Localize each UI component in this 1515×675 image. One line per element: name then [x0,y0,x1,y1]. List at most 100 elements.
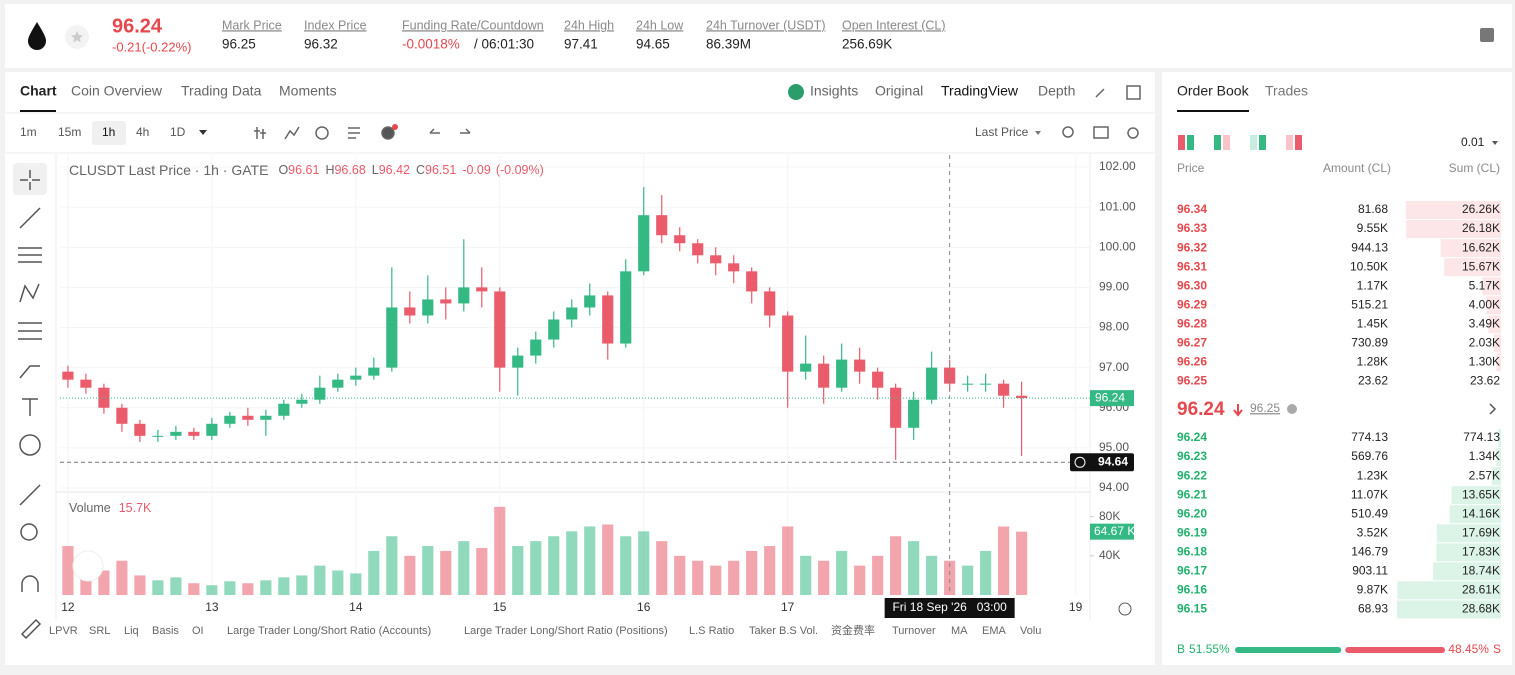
view-tab[interactable]: Original [875,83,923,99]
price[interactable]: 96.22 [1177,468,1207,482]
volume-bar [458,541,469,595]
price[interactable]: 96.29 [1177,297,1207,311]
indicator[interactable]: Basis [152,625,179,637]
sum: 18.74K [1462,564,1500,578]
tab[interactable]: Trades [1265,83,1308,99]
stat-value: 256.69K [842,37,892,52]
indicator[interactable]: Large Trader Long/Short Ratio (Accounts) [227,625,431,637]
info-icon [1287,404,1297,414]
layout-icon[interactable] [1286,135,1293,150]
candle-body [224,416,235,424]
layout-icon[interactable] [1187,135,1194,150]
interval[interactable]: 4h [136,125,149,139]
price[interactable]: 96.23 [1177,449,1207,463]
price-change: -0.21(-0.22%) [112,39,191,54]
y-tick-label: 95.00 [1099,440,1129,454]
candle-body [476,287,487,291]
indicator[interactable]: EMA [982,625,1007,637]
volume-bar [620,536,631,595]
sell-bar [1345,647,1445,653]
sell-pct: 48.45% [1448,642,1489,656]
volume-bar [1016,532,1027,595]
volume-bar [368,551,379,595]
indicator[interactable]: LPVR [49,625,78,637]
settings-icon[interactable] [1480,28,1494,42]
funding-rate: -0.0018% [402,37,460,52]
add-icon[interactable] [382,127,394,139]
amount: 146.79 [1351,544,1388,558]
indicator[interactable]: L.S Ratio [689,625,734,637]
candle-body [890,388,901,428]
candle-body [602,295,613,343]
indicator[interactable]: Volu [1020,625,1041,637]
precision[interactable]: 0.01 [1461,135,1485,149]
layout-icon[interactable] [1295,135,1302,150]
layout-icon[interactable] [1250,135,1257,150]
volume-bar [998,526,1009,595]
volume-bar [476,548,487,595]
tab[interactable]: Trading Data [181,83,262,99]
tab[interactable]: Order Book [1177,83,1250,99]
interval[interactable]: 1m [20,125,37,139]
indicator[interactable]: Liq [124,625,139,637]
ai-icon [788,84,804,100]
price[interactable]: 96.30 [1177,278,1207,292]
price[interactable]: 96.26 [1177,355,1207,369]
interval[interactable]: 1h [102,125,115,139]
indicator[interactable]: Taker B.S Vol. [749,625,818,637]
price[interactable]: 96.17 [1177,564,1207,578]
layout-icon[interactable] [1178,135,1185,150]
price[interactable]: 96.15 [1177,602,1207,616]
price[interactable]: 96.24 [1177,430,1207,444]
price[interactable]: 96.33 [1177,221,1207,235]
sum: 3.49K [1469,316,1500,330]
layout-icon[interactable] [1223,135,1230,150]
price[interactable]: 96.28 [1177,316,1207,330]
last-price: 96.24 [112,15,163,37]
price[interactable]: 96.16 [1177,583,1207,597]
candle-body [638,215,649,271]
stat-value: 96.32 [304,37,338,52]
buy-pct: 51.55% [1189,642,1230,656]
view-tab[interactable]: TradingView [941,83,1019,99]
price[interactable]: 96.31 [1177,259,1207,273]
indicator[interactable]: SRL [89,625,110,637]
chart-title: CLUSDT Last Price · 1h · GATE [69,162,268,178]
price[interactable]: 96.34 [1177,202,1207,216]
indicator[interactable]: MA [951,625,968,637]
indicator[interactable]: Turnover [892,625,936,637]
price-type[interactable]: Last Price [975,125,1029,139]
indicator[interactable]: Large Trader Long/Short Ratio (Positions… [464,625,668,637]
sum: 26.26K [1462,202,1500,216]
layout-icon[interactable] [1259,135,1266,150]
price[interactable]: 96.20 [1177,506,1207,520]
price[interactable]: 96.19 [1177,525,1207,539]
price[interactable]: 96.27 [1177,336,1207,350]
stat-label: 24h High [564,18,614,32]
buy-bar [1235,647,1341,653]
price[interactable]: 96.21 [1177,487,1207,501]
price[interactable]: 96.18 [1177,544,1207,558]
indicator[interactable]: 资金费率 [831,623,875,637]
candle-body [656,215,667,235]
candle-body [584,295,595,307]
indicator[interactable]: OI [192,625,204,637]
tab[interactable]: Coin Overview [71,83,163,99]
candle-body [134,424,145,436]
stat-label: Funding Rate/Countdown [402,18,544,32]
volume-bar [134,575,145,595]
price[interactable]: 96.32 [1177,240,1207,254]
interval[interactable]: 1D [170,125,186,139]
price[interactable]: 96.25 [1177,374,1207,388]
layout-icon[interactable] [1214,135,1221,150]
view-tab[interactable]: Depth [1038,83,1075,99]
sum: 26.18K [1462,221,1500,235]
view-tab[interactable]: Insights [810,83,858,99]
tab[interactable]: Chart [20,83,57,99]
tab[interactable]: Moments [279,83,337,99]
volume-bar [188,583,199,595]
candle-body [908,400,919,428]
interval[interactable]: 15m [58,125,81,139]
volume-bar [908,541,919,595]
